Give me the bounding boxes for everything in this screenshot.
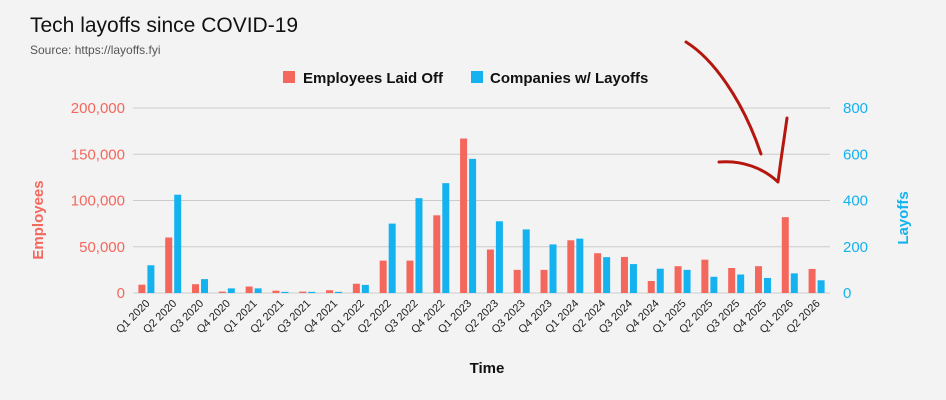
y-axis-right-title: Layoffs [895, 191, 912, 244]
x-axis-title: Time [470, 360, 505, 377]
bar-companies [710, 276, 718, 293]
bar-employees [647, 280, 655, 293]
bar-companies [763, 277, 771, 293]
bar-companies [495, 221, 503, 293]
legend-label-employees: Employees Laid Off [303, 70, 444, 87]
bar-employees [594, 253, 602, 293]
bar-employees [406, 260, 414, 293]
bar-companies [308, 291, 316, 293]
bar-companies [415, 198, 423, 293]
bar-employees [781, 217, 789, 293]
y-right-tick-label: 800 [843, 100, 868, 117]
bar-companies [469, 158, 477, 293]
bar-employees [272, 290, 280, 293]
y-left-tick-label: 50,000 [79, 239, 125, 256]
bar-companies [629, 264, 637, 293]
bar-companies [683, 269, 691, 293]
y-axis-left-title: Employees [30, 180, 47, 259]
y-right-tick-label: 0 [843, 285, 851, 302]
bar-employees [486, 249, 494, 293]
y-right-tick-label: 400 [843, 193, 868, 210]
chart-source: Source: https://layoffs.fyi [30, 43, 161, 57]
bar-employees [460, 138, 468, 293]
bar-employees [754, 266, 762, 293]
bar-companies [790, 273, 798, 293]
y-left-tick-label: 150,000 [71, 146, 125, 163]
bar-employees [165, 237, 173, 293]
bar-employees [352, 283, 360, 293]
y-left-tick-label: 0 [117, 285, 125, 302]
bar-companies [361, 284, 369, 293]
bar-employees [245, 286, 253, 293]
legend-swatch-employees [283, 71, 295, 83]
bar-employees [701, 259, 709, 293]
bar-employees [808, 268, 816, 293]
bars [138, 138, 825, 293]
bar-companies [737, 274, 745, 293]
bar-companies [147, 265, 155, 293]
bar-companies [549, 244, 557, 293]
bar-employees [433, 215, 441, 293]
bar-companies [254, 288, 262, 293]
y-right-tick-label: 200 [843, 239, 868, 256]
bar-companies [603, 257, 611, 293]
bar-employees [513, 269, 521, 293]
bar-employees [728, 268, 736, 293]
bar-companies [227, 288, 235, 293]
bar-employees [674, 266, 682, 293]
legend: Employees Laid Off Companies w/ Layoffs [283, 70, 648, 87]
bar-companies [442, 183, 450, 293]
bar-companies [335, 291, 343, 293]
bar-employees [540, 269, 548, 293]
bar-employees [567, 240, 575, 293]
bar-employees [218, 291, 226, 293]
bar-companies [817, 280, 825, 293]
bar-employees [299, 291, 307, 293]
annotation-arrow [684, 40, 789, 184]
bar-employees [620, 256, 628, 293]
bar-employees [192, 284, 200, 293]
bar-companies [281, 291, 289, 293]
y-axis-left-ticks: 0 50,000 100,000 150,000 200,000 [71, 100, 125, 302]
bar-companies [201, 279, 209, 293]
bar-companies [576, 238, 584, 293]
bar-employees [379, 260, 387, 293]
bar-companies [388, 223, 396, 293]
legend-swatch-companies [471, 71, 483, 83]
chart-title: Tech layoffs since COVID-19 [30, 14, 299, 37]
legend-label-companies: Companies w/ Layoffs [490, 70, 648, 87]
bar-companies [522, 229, 530, 293]
bar-employees [326, 290, 334, 293]
y-axis-right-ticks: 0 200 400 600 800 [843, 100, 868, 302]
y-right-tick-label: 600 [843, 146, 868, 163]
bar-employees [138, 284, 146, 293]
bar-companies [656, 268, 664, 293]
gridlines [133, 107, 830, 294]
y-left-tick-label: 100,000 [71, 193, 125, 210]
y-left-tick-label: 200,000 [71, 100, 125, 117]
bar-companies [174, 194, 182, 293]
